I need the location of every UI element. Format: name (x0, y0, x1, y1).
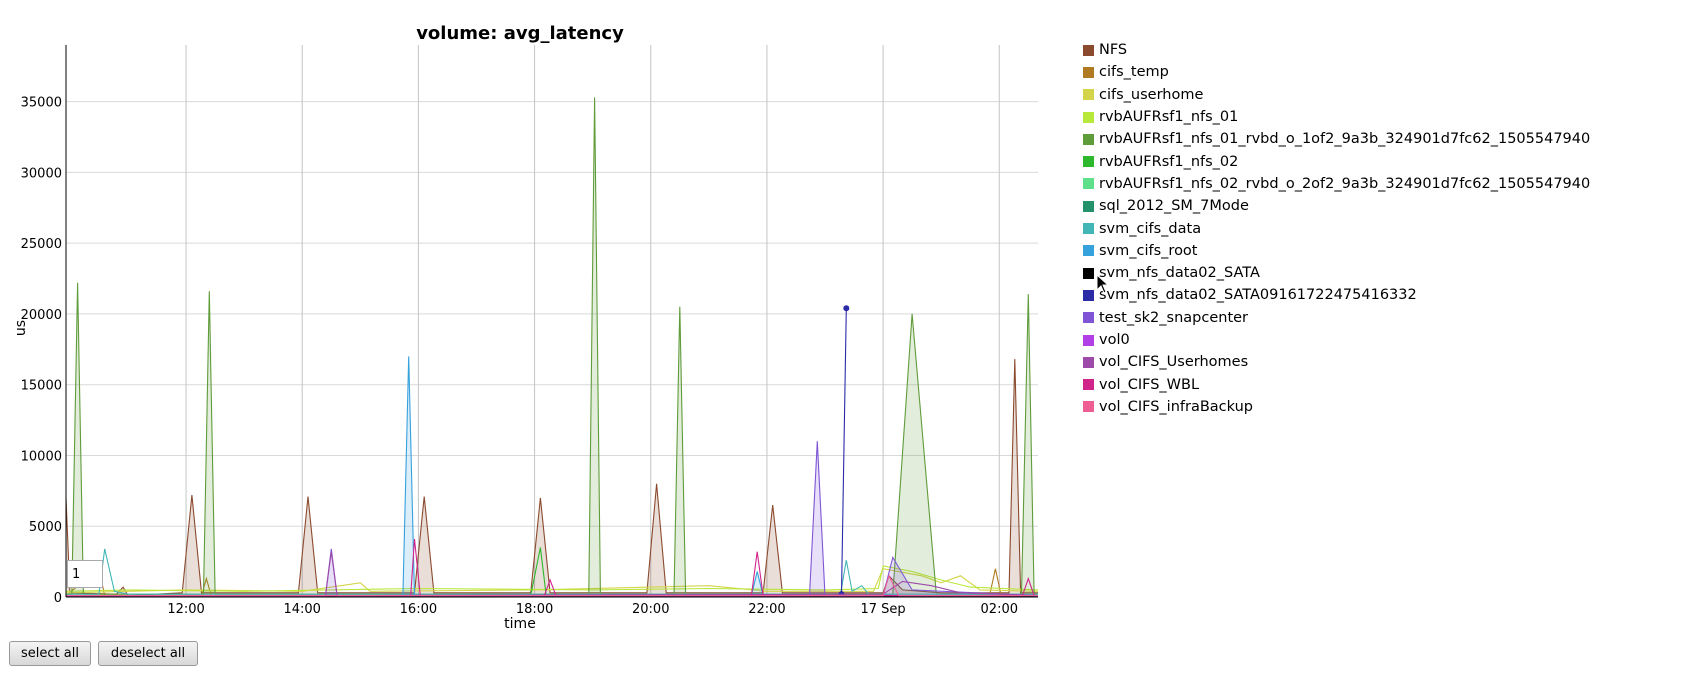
legend-item[interactable]: rvbAUFRsf1_nfs_01 (1083, 106, 1590, 128)
axis-layer: 0 5000 10000 15000 20000 25000 30000 35000 12:00… (21, 45, 1038, 617)
legend-label: cifs_temp (1099, 64, 1169, 81)
legend-item[interactable]: rvbAUFRsf1_nfs_01_rvbd_o_1of2_9a3b_32490… (1083, 128, 1590, 150)
legend-item[interactable]: cifs_userhome (1083, 84, 1590, 106)
y-tick-label: 30000 (21, 166, 62, 181)
legend-swatch (1083, 379, 1094, 391)
series-cifs-userhome (65, 568, 1039, 594)
legend-label: vol_CIFS_infraBackup (1099, 398, 1253, 415)
select-all-button[interactable]: select all (9, 641, 91, 666)
x-tick-label: 16:00 (400, 602, 437, 617)
legend-swatch (1083, 44, 1094, 56)
x-tick-label: 12:00 (167, 602, 204, 617)
legend-item[interactable]: svm_nfs_data02_SATA (1083, 262, 1590, 284)
series-line (66, 574, 1038, 597)
legend-swatch (1083, 401, 1094, 413)
series-area (66, 359, 1038, 597)
legend-item[interactable]: rvbAUFRsf1_nfs_02_rvbd_o_2of2_9a3b_32490… (1083, 173, 1590, 195)
legend-swatch (1083, 312, 1094, 324)
x-tick-label: 20:00 (632, 602, 669, 617)
legend-label: test_sk2_snapcenter (1099, 309, 1249, 326)
legend-item[interactable]: svm_cifs_root (1083, 240, 1590, 262)
x-tick-label: 17 Sep (861, 602, 906, 617)
legend-label: sql_2012_SM_7Mode (1099, 198, 1249, 215)
legend-swatch (1083, 245, 1094, 257)
legend-swatch (1083, 89, 1094, 101)
series-point (843, 305, 850, 312)
legend-label: svm_nfs_data02_SATA (1099, 265, 1260, 282)
y-tick-label: 5000 (29, 520, 62, 535)
legend-label: svm_nfs_data02_SATA09161722475416332 (1099, 287, 1417, 304)
legend-label: NFS (1099, 42, 1128, 59)
legend-item[interactable]: vol0 (1083, 329, 1590, 351)
legend-swatch (1083, 200, 1094, 212)
y-tick-label: 0 (54, 591, 62, 606)
legend-label: cifs_userhome (1099, 86, 1204, 103)
legend-swatch (1083, 66, 1094, 78)
y-tick-label: 25000 (21, 237, 62, 252)
series-svm-nfs-data02-sata09161722475416332 (838, 305, 850, 598)
x-tick-label: 14:00 (283, 602, 320, 617)
series-line (65, 359, 1038, 597)
legend-label: vol_CIFS_WBL (1099, 376, 1200, 393)
legend: NFS cifs_temp cifs_userhome rvbAUFRsf1_nfs_… (1083, 39, 1590, 418)
x-axis-label: time (504, 616, 536, 632)
legend-item[interactable]: NFS (1083, 39, 1590, 61)
legend-label: vol_CIFS_Userhomes (1099, 354, 1249, 371)
rolling-period-input[interactable] (67, 560, 103, 588)
grid-layer (66, 45, 1038, 597)
chart: 0 5000 10000 15000 20000 25000 30000 35000 12:00… (13, 23, 1039, 632)
series-vol-cifs-infrabackup (66, 574, 1038, 597)
legend-item[interactable]: rvbAUFRsf1_nfs_02 (1083, 150, 1590, 172)
y-tick-label: 10000 (21, 449, 62, 464)
legend-label: svm_cifs_root (1099, 242, 1198, 259)
x-tick-label: 18:00 (516, 602, 553, 617)
chart-title: volume: avg_latency (416, 23, 624, 44)
x-tick-label: 22:00 (748, 602, 785, 617)
legend-item[interactable]: svm_nfs_data02_SATA09161722475416332 (1083, 284, 1590, 306)
legend-label: rvbAUFRsf1_nfs_02_rvbd_o_2of2_9a3b_32490… (1099, 175, 1591, 192)
legend-item[interactable]: vol_CIFS_Userhomes (1083, 351, 1590, 373)
legend-swatch (1083, 223, 1094, 235)
legend-swatch (1083, 356, 1094, 368)
y-tick-label: 35000 (21, 96, 62, 111)
y-tick-label: 20000 (21, 308, 62, 323)
legend-swatch (1083, 289, 1094, 301)
legend-swatch (1083, 111, 1094, 123)
y-axis-label: us (13, 320, 29, 336)
legend-item[interactable]: svm_cifs_data (1083, 217, 1590, 239)
y-tick-label: 15000 (21, 379, 62, 394)
legend-swatch (1083, 156, 1094, 168)
legend-label: rvbAUFRsf1_nfs_02 (1099, 153, 1239, 170)
legend-label: rvbAUFRsf1_nfs_01 (1099, 109, 1239, 126)
legend-item[interactable]: vol_CIFS_infraBackup (1083, 396, 1590, 418)
legend-swatch (1083, 267, 1094, 279)
legend-label: vol0 (1099, 332, 1130, 348)
legend-swatch (1083, 178, 1094, 190)
legend-swatch (1083, 133, 1094, 145)
mouse-cursor-icon (1096, 274, 1110, 294)
legend-item[interactable]: cifs_temp (1083, 61, 1590, 83)
legend-label: rvbAUFRsf1_nfs_01_rvbd_o_1of2_9a3b_32490… (1099, 131, 1591, 148)
deselect-all-button[interactable]: deselect all (98, 641, 198, 666)
legend-item[interactable]: sql_2012_SM_7Mode (1083, 195, 1590, 217)
series-line (840, 308, 847, 595)
legend-item[interactable]: test_sk2_snapcenter (1083, 307, 1590, 329)
legend-swatch (1083, 334, 1094, 346)
series-line (65, 568, 1039, 594)
legend-label: svm_cifs_data (1099, 220, 1202, 237)
legend-item[interactable]: vol_CIFS_WBL (1083, 373, 1590, 395)
series-nfs (65, 359, 1038, 597)
x-tick-label: 02:00 (981, 602, 1018, 617)
